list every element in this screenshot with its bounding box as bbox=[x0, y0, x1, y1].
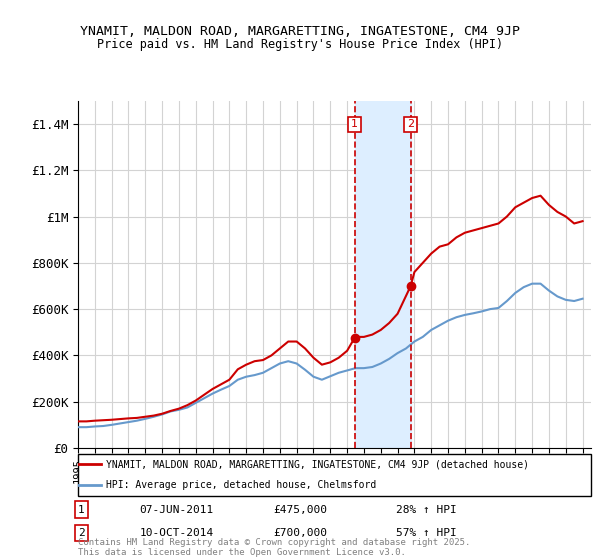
Text: 1: 1 bbox=[351, 119, 358, 129]
Bar bbox=[355, 101, 410, 448]
Text: 10-OCT-2014: 10-OCT-2014 bbox=[140, 528, 214, 538]
Text: 2: 2 bbox=[78, 528, 85, 538]
Text: Contains HM Land Registry data © Crown copyright and database right 2025.
This d: Contains HM Land Registry data © Crown c… bbox=[78, 538, 470, 557]
Text: 57% ↑ HPI: 57% ↑ HPI bbox=[396, 528, 457, 538]
Text: £475,000: £475,000 bbox=[273, 505, 327, 515]
Text: HPI: Average price, detached house, Chelmsford: HPI: Average price, detached house, Chel… bbox=[106, 480, 376, 490]
Text: £700,000: £700,000 bbox=[273, 528, 327, 538]
FancyBboxPatch shape bbox=[78, 454, 591, 496]
Text: 28% ↑ HPI: 28% ↑ HPI bbox=[396, 505, 457, 515]
Text: 07-JUN-2011: 07-JUN-2011 bbox=[140, 505, 214, 515]
Text: 1: 1 bbox=[78, 505, 85, 515]
Text: Price paid vs. HM Land Registry's House Price Index (HPI): Price paid vs. HM Land Registry's House … bbox=[97, 38, 503, 51]
Text: YNAMIT, MALDON ROAD, MARGARETTING, INGATESTONE, CM4 9JP: YNAMIT, MALDON ROAD, MARGARETTING, INGAT… bbox=[80, 25, 520, 38]
Text: YNAMIT, MALDON ROAD, MARGARETTING, INGATESTONE, CM4 9JP (detached house): YNAMIT, MALDON ROAD, MARGARETTING, INGAT… bbox=[106, 459, 529, 469]
Text: 2: 2 bbox=[407, 119, 414, 129]
